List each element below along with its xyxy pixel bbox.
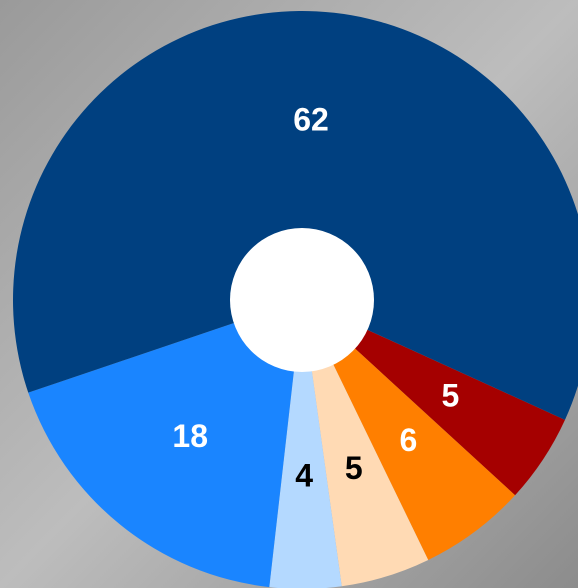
data-label: 18 [172,418,208,454]
chart: 56541862 [0,0,578,588]
donut-hole [230,228,374,372]
data-label: 4 [295,457,313,493]
page: 56541862 (() => { const data = JSON.pars… [0,0,578,588]
data-label: 5 [442,378,460,414]
data-label: 6 [399,422,417,458]
data-label: 5 [345,450,363,486]
data-label: 62 [293,102,329,138]
